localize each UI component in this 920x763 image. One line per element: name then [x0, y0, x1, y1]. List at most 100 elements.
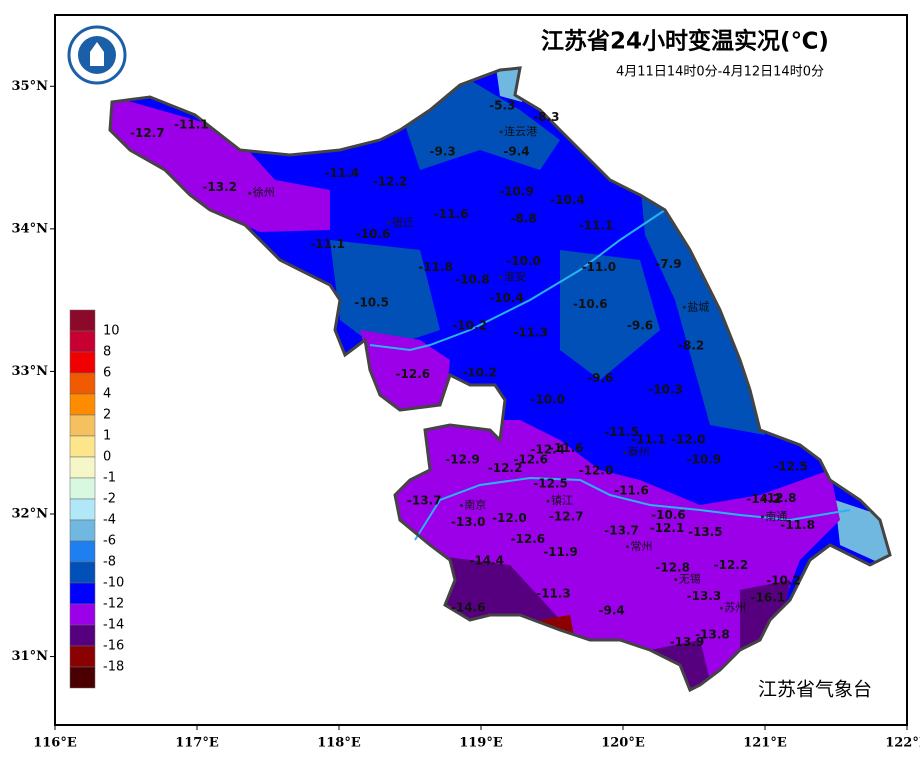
station-value: -12.7: [549, 509, 584, 523]
station-value: -11.6: [434, 207, 469, 221]
station-value: -11.5: [604, 425, 639, 439]
legend-swatch: [69, 372, 96, 395]
city-name: 泰州: [628, 445, 650, 459]
station-value: -10.6: [573, 297, 608, 311]
station-value: -10.0: [530, 392, 565, 406]
legend-swatch: [69, 519, 96, 542]
legend-label: -8: [103, 555, 116, 570]
legend-label: 10: [103, 324, 120, 339]
station-value: -11.6: [614, 484, 649, 498]
city-name: 盐城: [687, 300, 709, 313]
y-tick-label: 35°N: [12, 79, 49, 94]
station-value: -10.9: [687, 452, 722, 466]
station-value: -13.2: [202, 180, 237, 194]
city-name: 连云港: [504, 125, 537, 138]
legend-swatch: [69, 351, 96, 374]
city-name: 南京: [464, 497, 486, 511]
legend-swatch: [69, 456, 96, 479]
station-value: -11.1: [579, 219, 614, 233]
legend-label: -2: [103, 492, 116, 507]
station-value: -13.3: [687, 589, 722, 603]
river: [369, 209, 666, 352]
city-dot: [387, 221, 391, 225]
city-name: 苏州: [724, 601, 746, 614]
station-value: -11.9: [543, 545, 578, 559]
station-value: -9.6: [587, 371, 613, 385]
x-tick-label: 119°E: [459, 736, 503, 751]
city-name: 宿迁: [392, 215, 414, 229]
station-value: -8.2: [678, 338, 704, 352]
station-value: -8.3: [533, 110, 559, 124]
station-value: -10.2: [452, 318, 487, 332]
station-value: -16.1: [751, 591, 786, 605]
station-value: -12.2: [714, 558, 749, 572]
station-value: -10.6: [356, 227, 391, 241]
station-value: -11.6: [549, 441, 584, 455]
station-value: -12.6: [396, 367, 431, 381]
logo-tower: [90, 42, 104, 66]
station-value: -14.6: [451, 601, 486, 615]
city-dot: [719, 606, 723, 610]
y-tick-label: 32°N: [12, 506, 49, 521]
station-value: -12.0: [671, 432, 706, 446]
station-value: -10.9: [499, 184, 534, 198]
city-dot: [760, 515, 764, 519]
station-value: -12.4: [530, 442, 565, 456]
city-name: 淮安: [504, 269, 526, 283]
station-value: -13.9: [670, 635, 705, 649]
legend-swatch: [69, 435, 96, 458]
logo: [67, 25, 127, 85]
legend-label: -18: [103, 660, 124, 675]
legend-label: 1: [103, 429, 111, 444]
legend-label: -1: [103, 471, 116, 486]
legend-label: 2: [103, 408, 111, 423]
station-value: -10.4: [550, 193, 585, 207]
x-tick-label: 116°E: [33, 736, 77, 751]
legend-swatch: [69, 645, 96, 668]
station-value: -13.7: [407, 494, 442, 508]
station-value: -11.8: [418, 260, 453, 274]
river: [414, 476, 851, 541]
y-tick-label: 33°N: [12, 364, 49, 379]
legend-swatch: [69, 603, 96, 626]
station-value: -8.8: [510, 211, 536, 225]
station-value: -12.0: [492, 511, 527, 525]
legend-label: -10: [103, 576, 124, 591]
city-dot: [499, 275, 503, 279]
field-patch: [110, 90, 330, 232]
legend-swatch: [69, 624, 96, 647]
legend-label: -6: [103, 534, 116, 549]
legend-swatch: [69, 498, 96, 521]
legend-swatch: [69, 477, 96, 500]
city-name: 镇江: [551, 493, 573, 507]
legend-swatch: [69, 540, 96, 563]
station-value: -14.2: [746, 492, 781, 506]
field-patch: [560, 250, 660, 380]
station-value: -12.7: [130, 126, 165, 140]
station-value: -12.5: [533, 477, 568, 491]
station-value: -10.3: [648, 382, 683, 396]
station-value: -12.2: [373, 174, 408, 188]
legend-swatch: [69, 414, 96, 437]
legend-swatch: [69, 393, 96, 416]
x-tick-label: 118°E: [317, 736, 361, 751]
station-value: -11.1: [631, 432, 666, 446]
field-patch: [360, 330, 450, 410]
legend-swatch: [69, 561, 96, 584]
station-value: -13.7: [604, 524, 639, 538]
station-value: -11.3: [513, 325, 548, 339]
legend-swatch: [69, 330, 96, 353]
station-value: -11.1: [310, 237, 345, 251]
station-value: -7.9: [655, 257, 681, 271]
x-tick-label: 121°E: [743, 736, 787, 751]
station-value: -10.4: [489, 291, 524, 305]
city-name: 常州: [631, 540, 653, 553]
city-name: 无锡: [679, 572, 701, 586]
station-value: -10.6: [651, 508, 686, 522]
station-value: -12.6: [511, 532, 546, 546]
city-dot: [248, 191, 252, 195]
city-name: 南通: [765, 510, 787, 523]
city-dot: [459, 503, 463, 507]
station-value: -13.8: [695, 628, 730, 642]
